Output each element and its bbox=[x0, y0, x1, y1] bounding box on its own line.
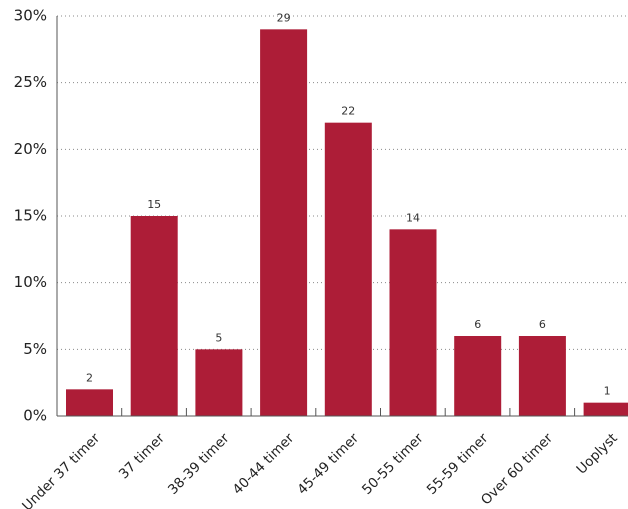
y-tick-label: 0% bbox=[23, 407, 47, 425]
x-tick-label: 55-59 timer bbox=[424, 430, 492, 498]
x-tick-label: 40-44 timer bbox=[230, 430, 298, 498]
bar bbox=[130, 216, 178, 416]
bar bbox=[454, 336, 502, 416]
y-tick-label: 25% bbox=[14, 73, 47, 91]
data-label: 6 bbox=[474, 318, 481, 331]
data-label: 2 bbox=[86, 371, 93, 384]
x-tick-label: Uoplyst bbox=[574, 430, 621, 477]
data-label: 6 bbox=[539, 318, 546, 331]
y-tick-labels: 0% 5% 10% 15% 20% 25% 30% bbox=[14, 7, 47, 425]
bar bbox=[389, 229, 437, 416]
data-label: 5 bbox=[215, 331, 222, 344]
data-label: 29 bbox=[277, 11, 291, 24]
y-tick-label: 15% bbox=[14, 207, 47, 225]
x-tick-label: Under 37 timer bbox=[19, 430, 103, 509]
y-tick-label: 30% bbox=[14, 7, 47, 25]
bar bbox=[324, 122, 372, 417]
data-label: 22 bbox=[341, 105, 355, 118]
bars bbox=[66, 29, 628, 417]
bar bbox=[583, 402, 628, 416]
data-label: 1 bbox=[604, 385, 611, 398]
bar bbox=[66, 389, 113, 416]
data-labels: 2 15 5 29 22 14 6 6 1 bbox=[86, 11, 611, 397]
x-tick-label: 45-49 timer bbox=[294, 430, 362, 498]
x-tick-label: 37 timer bbox=[116, 430, 168, 482]
y-tick-label: 20% bbox=[14, 140, 47, 158]
y-tick-label: 5% bbox=[23, 340, 47, 358]
data-label: 15 bbox=[147, 198, 161, 211]
bar bbox=[518, 336, 566, 416]
bar bbox=[195, 349, 243, 416]
x-tick-label: 38-39 timer bbox=[165, 430, 233, 498]
data-label: 14 bbox=[406, 211, 420, 224]
axes bbox=[56, 16, 628, 417]
bar bbox=[260, 29, 308, 416]
x-tick-label: 50-55 timer bbox=[359, 430, 427, 498]
y-tick-label: 10% bbox=[14, 273, 47, 291]
